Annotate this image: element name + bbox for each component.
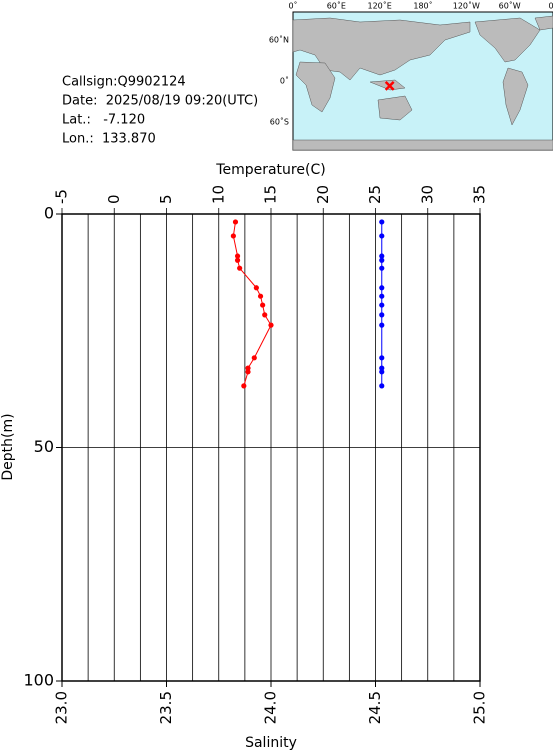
- profile-point: [234, 257, 241, 263]
- profile-point: [251, 355, 257, 361]
- profile-point: [230, 233, 236, 239]
- y-tick-label: 100: [23, 671, 54, 690]
- map-land: [292, 15, 553, 151]
- profile-point: [379, 233, 385, 239]
- profile-point: [379, 365, 385, 371]
- y-tick-label: 0: [44, 204, 54, 223]
- y-axis-title: Depth(m): [0, 413, 16, 480]
- profile-point: [241, 383, 247, 389]
- y-tick-label: 50: [34, 437, 54, 456]
- map-lon-label: 180˚: [413, 1, 432, 11]
- top-tick-label: 20: [314, 185, 332, 204]
- profile-point: [245, 369, 251, 375]
- info-line: Lon.: 133.870: [62, 132, 156, 147]
- map-labels: 0˚ 60˚E 120˚E 180˚ 120˚W 60˚W 0˚ 60˚N 0˚ 60˚S: [269, 1, 553, 127]
- top-axis-title: Temperature(C): [215, 162, 325, 178]
- profile-point: [268, 322, 274, 328]
- profile-point: [379, 312, 385, 318]
- info-line: Date: 2025/08/19 09:20(UTC): [62, 94, 258, 109]
- profile-point: [379, 383, 385, 389]
- profile-line: [232, 221, 272, 386]
- float-position: [384, 80, 395, 91]
- profile-point: [257, 293, 264, 299]
- profile-point: [379, 265, 385, 271]
- top-tick-label: 30: [418, 185, 436, 204]
- map-lon-label: 60˚E: [327, 1, 346, 11]
- top-tick-label: 25: [366, 185, 384, 204]
- info-line: Lat.: -7.120: [62, 113, 145, 128]
- profile-point: [379, 322, 385, 328]
- top-tick-label: -5: [53, 189, 71, 204]
- bottom-tick-label: 23.5: [157, 691, 175, 724]
- profile-point: [379, 293, 385, 299]
- bottom-tick-label: 25.0: [471, 691, 489, 724]
- profile-point: [237, 265, 243, 271]
- top-tick-label: 35: [471, 185, 489, 204]
- map-lon-label: 0˚: [288, 1, 297, 11]
- profile-point: [260, 302, 266, 308]
- info-block: Callsign:Q9902124 Date: 2025/08/19 09:20(…: [62, 75, 258, 147]
- profile-point: [379, 302, 385, 308]
- map-lon-label: 120˚W: [453, 1, 480, 11]
- map-lon-label: 120˚E: [368, 1, 392, 11]
- profile-point: [379, 257, 385, 263]
- profile-point: [245, 365, 251, 371]
- map-lon-label: 60˚W: [499, 1, 521, 11]
- profile-point: [253, 285, 259, 291]
- top-tick-label: 0: [105, 194, 123, 204]
- info-line: Callsign:Q9902124: [62, 75, 186, 90]
- map-lat-label: 60˚N: [269, 35, 289, 45]
- map-lat-label: 60˚S: [270, 117, 289, 127]
- top-tick-label: 15: [262, 185, 280, 204]
- profile-point: [262, 312, 268, 318]
- profile-point: [379, 369, 385, 375]
- map: 0˚ 60˚E 120˚E 180˚ 120˚W 60˚W 0˚ 60˚N 0˚ 60˚S: [269, 1, 553, 151]
- map-lon-label: 0˚: [548, 1, 553, 11]
- map-lat-label: 0˚: [280, 76, 289, 86]
- profile-point: [379, 355, 385, 361]
- top-tick-label: 5: [157, 194, 175, 204]
- bottom-tick-label: 24.5: [366, 691, 384, 724]
- profile-point: [379, 253, 385, 259]
- profile-point: [232, 219, 239, 225]
- profile-point: [379, 285, 385, 291]
- profile-point: [234, 253, 241, 259]
- top-tick-label: 10: [209, 185, 227, 204]
- bottom-tick-label: 23.0: [53, 691, 71, 724]
- bottom-tick-label: 24.0: [262, 691, 280, 724]
- bottom-axis-title: Salinity: [245, 735, 297, 751]
- profile-point: [379, 219, 385, 225]
